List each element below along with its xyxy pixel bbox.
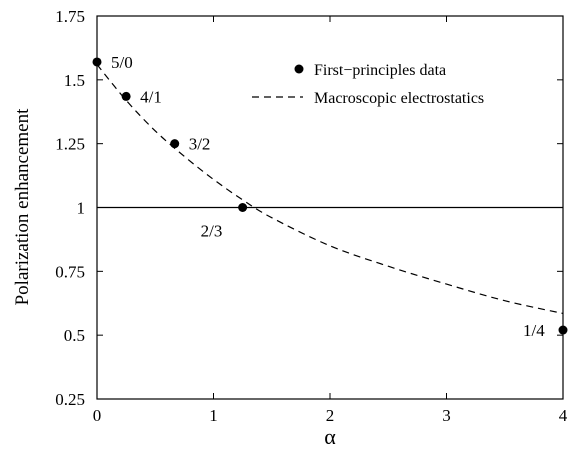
x-axis-label: α	[324, 424, 336, 449]
x-tick-label-3: 3	[442, 406, 451, 425]
x-tick-label-0: 0	[93, 406, 102, 425]
x-tick-label-4: 4	[559, 406, 568, 425]
y-tick-label-6: 1.75	[55, 7, 85, 26]
y-tick-label-1: 0.5	[64, 326, 85, 345]
x-tick-label-1: 1	[209, 406, 218, 425]
legend-label-dashed: Macroscopic electrostatics	[314, 90, 484, 107]
y-tick-label-0: 0.25	[55, 390, 85, 409]
labels-layer: 5/0 4/1 3/2 2/3 1/4	[111, 53, 545, 340]
data-point-2	[170, 139, 180, 149]
data-point-label-1: 4/1	[140, 87, 162, 106]
legend-marker-points	[294, 64, 304, 74]
data-point-label-2: 3/2	[189, 135, 211, 154]
data-point-4	[558, 325, 568, 335]
data-point-3	[238, 203, 248, 212]
data-point-1	[121, 91, 131, 101]
points-layer	[92, 57, 568, 335]
legend: First−principles data Macroscopic electr…	[252, 62, 484, 107]
y-tick-label-2: 0.75	[55, 262, 85, 281]
data-point-label-3: 2/3	[201, 222, 223, 241]
y-tick-label-3: 1	[77, 199, 86, 218]
y-tick-label-4: 1.25	[55, 135, 85, 154]
y-tick-label-5: 1.5	[64, 71, 85, 90]
macroscopic-curve	[96, 64, 564, 315]
y-axis-label: Polarization enhancement	[12, 108, 33, 306]
curve-layer	[96, 64, 564, 315]
data-point-0	[92, 57, 102, 67]
ticks-layer: 0 1 2 3 4 0.25 0.5 0.75 1 1.25 1.5 1.75	[55, 7, 568, 425]
x-tick-label-2: 2	[326, 406, 335, 425]
data-point-label-4: 1/4	[523, 321, 545, 340]
data-point-label-0: 5/0	[111, 53, 133, 72]
legend-label-points: First−principles data	[314, 62, 446, 79]
